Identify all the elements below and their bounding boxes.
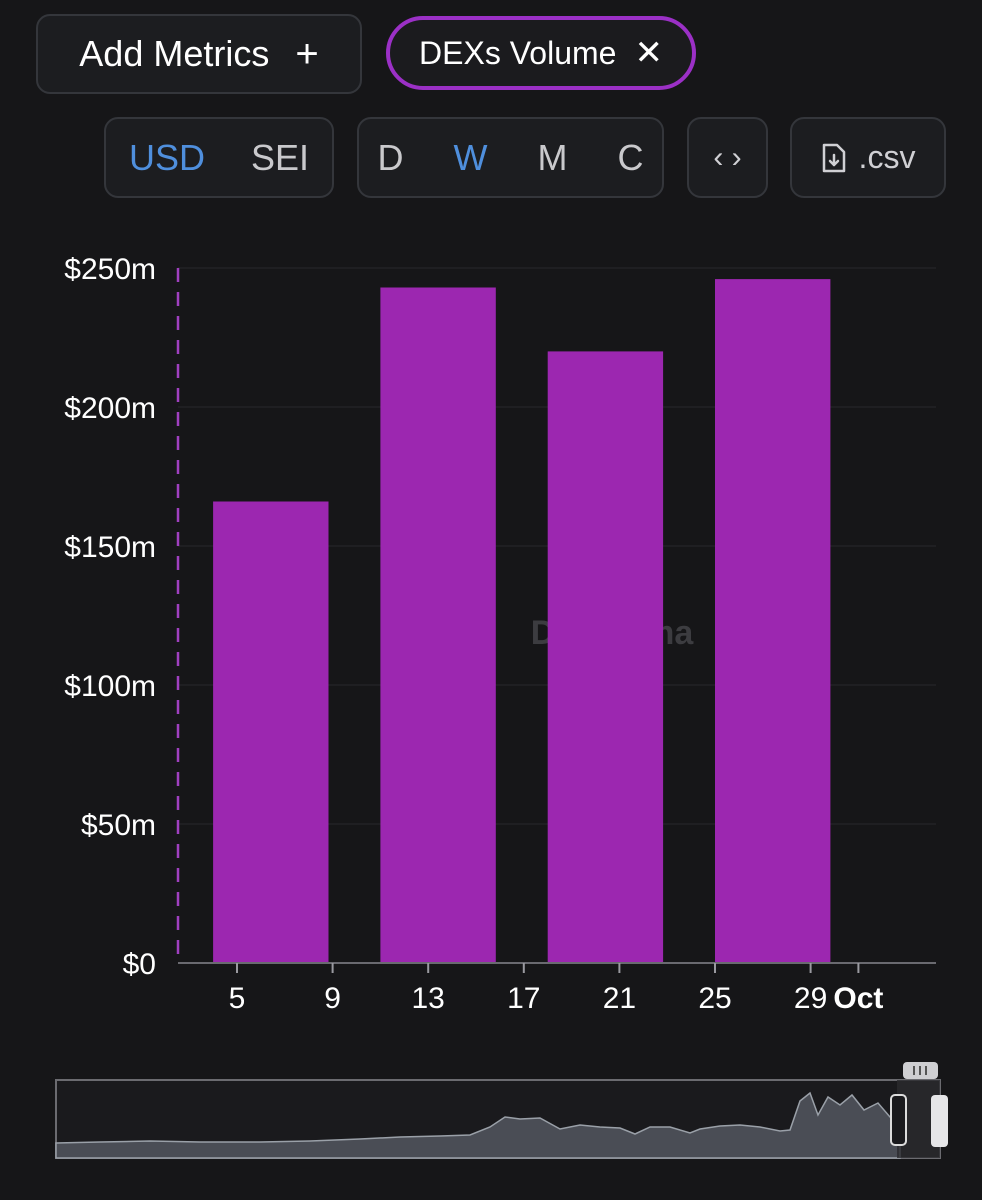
y-tick-label: $100m	[64, 670, 156, 703]
add-metrics-label: Add Metrics	[79, 33, 270, 74]
x-tick-label: 9	[324, 982, 341, 1015]
x-tick-label: 17	[507, 982, 540, 1015]
y-tick-label: $0	[123, 948, 156, 981]
code-icon: ‹ ›	[713, 140, 742, 174]
period-weekly-option[interactable]: W	[453, 136, 488, 178]
period-toggle: D W M C	[357, 117, 664, 198]
volume-bar-chart: DefiLlama $0$50m$100m$150m$200m$250m 591…	[64, 253, 936, 1015]
x-tick-label: 29	[794, 982, 827, 1015]
file-download-icon	[822, 143, 845, 172]
bar[interactable]	[213, 501, 329, 964]
x-tick-label: 13	[412, 982, 445, 1015]
currency-usd-option[interactable]: USD	[128, 136, 205, 178]
y-axis-ticks: $0 $50m $100m $150m $200m $250m	[64, 253, 156, 981]
download-csv-button[interactable]: .csv	[790, 117, 946, 198]
dexs-volume-chip[interactable]: DEXs Volume ✕	[386, 16, 696, 90]
period-cumulative-option[interactable]: C	[617, 136, 644, 178]
y-tick-label: $200m	[64, 392, 156, 425]
csv-label: .csv	[858, 139, 916, 175]
x-tick-label: 21	[603, 982, 636, 1015]
x-tick-label: Oct	[833, 982, 883, 1015]
bars	[213, 279, 831, 964]
y-tick-label: $150m	[64, 531, 156, 564]
navigator-left-handle[interactable]	[890, 1094, 907, 1146]
currency-toggle: USD SEI	[104, 117, 334, 198]
bar[interactable]	[547, 351, 664, 963]
currency-sei-option[interactable]: SEI	[250, 136, 310, 178]
embed-button[interactable]: ‹ ›	[687, 117, 768, 198]
metric-chip-label: DEXs Volume	[419, 34, 617, 71]
y-tick-label: $50m	[81, 809, 156, 842]
bar[interactable]	[715, 279, 831, 964]
bar[interactable]	[380, 287, 496, 964]
navigator-right-handle[interactable]	[931, 1095, 948, 1147]
range-navigator[interactable]	[0, 1055, 982, 1165]
x-tick-label: 25	[698, 982, 731, 1015]
period-daily-option[interactable]: D	[377, 136, 404, 178]
x-axis-ticks: 5 9 13 17 21 25 29 Oct	[229, 963, 883, 1015]
navigator-sparkline	[55, 1091, 901, 1159]
plus-icon: +	[295, 31, 319, 76]
y-tick-label: $250m	[64, 253, 156, 286]
period-monthly-option[interactable]: M	[537, 136, 568, 178]
grip-icon	[913, 1066, 927, 1075]
add-metrics-button[interactable]: Add Metrics +	[36, 14, 362, 94]
x-tick-label: 5	[229, 982, 246, 1015]
close-icon[interactable]: ✕	[634, 34, 663, 72]
